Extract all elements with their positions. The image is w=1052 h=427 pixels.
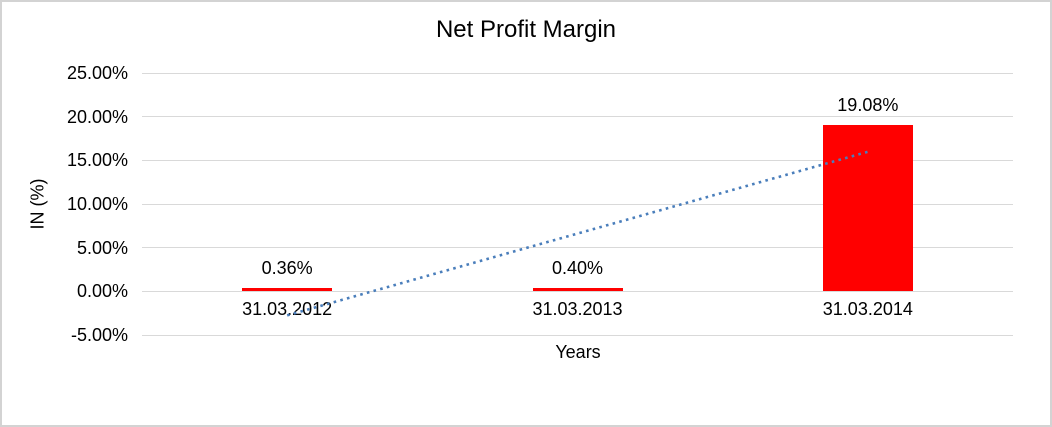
y-tick-label: 0.00% (76, 281, 128, 302)
gridline (142, 290, 1013, 292)
bar-value-label: 0.40% (551, 257, 604, 278)
y-tick-label: 10.00% (66, 194, 128, 214)
x-category-label: 31.03.2014 (822, 299, 913, 320)
trendline-segment (286, 150, 869, 317)
bar-value-label: 0.36% (261, 258, 313, 279)
y-tick-label: 25.00% (66, 63, 128, 83)
x-category-label: 31.03.2012 (242, 299, 333, 320)
x-axis-title: Years (555, 342, 601, 362)
y-tick-label: 15.00% (66, 150, 128, 171)
bar-value-label: 19.08% (837, 94, 899, 115)
y-tick-label: -5.00% (70, 325, 128, 345)
gridline (142, 72, 1013, 74)
gridline (142, 116, 1013, 118)
gridline (142, 334, 1013, 336)
bar (532, 287, 623, 292)
x-category-label: 31.03.2013 (532, 299, 623, 320)
gridline (142, 203, 1013, 205)
bar (242, 288, 333, 292)
bar (822, 124, 913, 292)
y-tick-label: 20.00% (66, 106, 128, 127)
chart-title: Net Profit Margin (435, 16, 617, 43)
gridline (142, 159, 1013, 161)
y-tick-label: 5.00% (76, 237, 128, 258)
gridline (142, 247, 1013, 249)
plot-area: 0.36% 31.03.2012 0.40% 31.03.2013 19.08% 31.0… (142, 72, 1013, 336)
trendline (286, 150, 869, 317)
